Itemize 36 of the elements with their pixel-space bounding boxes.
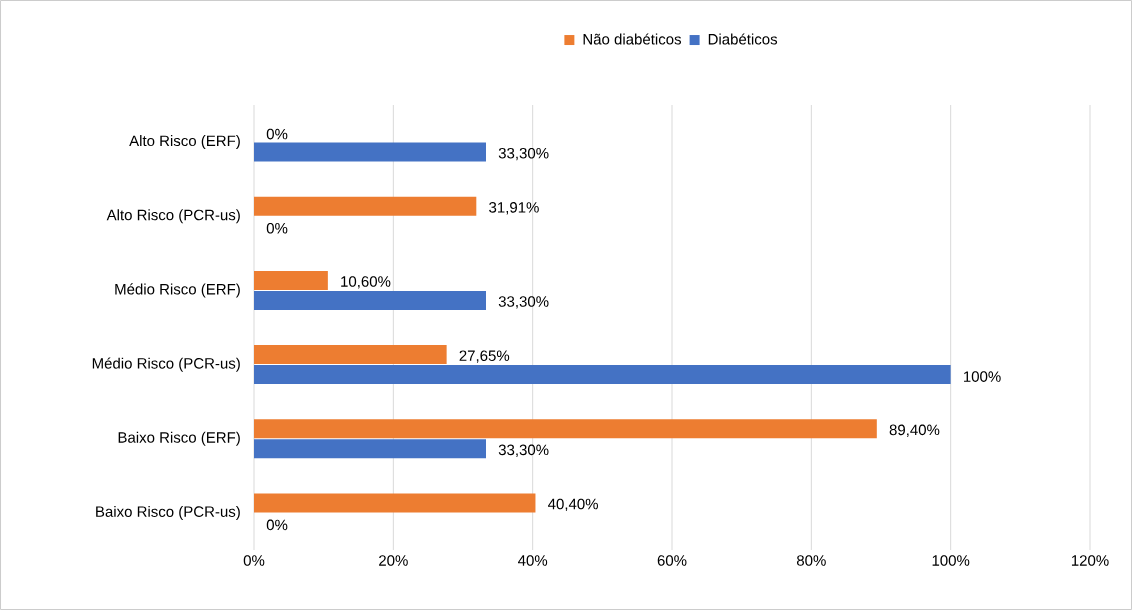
bar <box>254 270 328 290</box>
bar <box>254 290 486 310</box>
y-tick-label: Médio Risco (ERF) <box>115 283 240 298</box>
data-label: 0% <box>266 222 288 234</box>
data-label: 27,65% <box>459 350 510 363</box>
x-tick-label: 0% <box>243 555 265 566</box>
bar <box>254 142 486 162</box>
data-label: 10,60% <box>341 276 391 289</box>
y-tick-label: Alto Risco (ERF) <box>129 135 240 150</box>
data-label: 89,40% <box>889 424 940 437</box>
legend-label: Diabéticos <box>708 33 778 45</box>
bar <box>254 365 951 385</box>
y-tick-label: Baixo Risco (ERF) <box>118 431 240 446</box>
x-tick-label: 20% <box>379 555 408 566</box>
x-tick-label: 40% <box>518 555 548 566</box>
data-label: 0% <box>266 128 288 140</box>
x-tick-label: 60% <box>657 555 687 566</box>
y-tick-label: Médio Risco (PCR-us) <box>92 357 240 372</box>
bar <box>254 196 477 216</box>
x-tick-label: 80% <box>796 555 826 566</box>
data-label: 0% <box>266 519 288 531</box>
bar <box>254 419 877 439</box>
data-label: 33,30% <box>498 296 549 309</box>
y-tick-label: Baixo Risco (PCR-us) <box>96 505 240 520</box>
bar <box>254 345 447 365</box>
data-label: 100% <box>964 371 1001 382</box>
x-tick-label: 100% <box>932 555 970 566</box>
y-tick-label: Alto Risco (PCR-us) <box>106 209 240 224</box>
bar <box>254 493 536 513</box>
data-label: 33,30% <box>498 147 549 161</box>
data-label: 40,40% <box>548 498 598 512</box>
data-label: 31,91% <box>489 202 539 215</box>
bar <box>254 439 486 459</box>
data-label: 33,30% <box>498 444 549 457</box>
x-tick-label: 120% <box>1071 555 1109 566</box>
legend-label: Não diabéticos <box>583 33 682 45</box>
